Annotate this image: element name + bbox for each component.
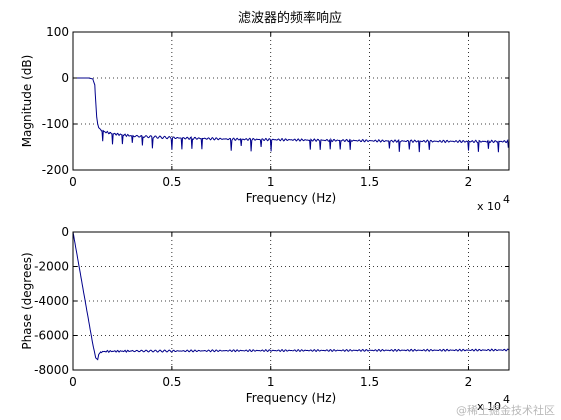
y-axis-label: Magnitude (dB) <box>20 55 34 148</box>
x-tick-label: 0 <box>69 375 77 389</box>
y-tick-label: 100 <box>46 25 69 39</box>
phase-axes: 0 0.5 1 1.5 2 0 -2000 -4000 -6000 -8000 Frequency … <box>20 225 510 413</box>
y-tick-label: -2000 <box>34 260 69 274</box>
y-tick-label: -6000 <box>34 329 69 343</box>
x-tick-label: 1 <box>267 375 275 389</box>
x-axis-multiplier-exponent: 4 <box>503 393 510 406</box>
series-line <box>73 77 510 153</box>
watermark: @稀土掘金技术社区 <box>456 404 555 417</box>
magnitude-axes: 0 0.5 1 1.5 2 100 0 -100 -200 Frequency (Hz) Magni… <box>20 25 510 213</box>
x-tick-label: 1.5 <box>360 175 379 189</box>
x-axis-multiplier-exponent: 4 <box>503 193 510 206</box>
x-axis-multiplier: x 10 <box>477 200 501 213</box>
series-line <box>72 231 510 361</box>
y-axis-label: Phase (degrees) <box>20 252 34 349</box>
y-tick-label: 0 <box>61 225 69 239</box>
y-tick-label: -200 <box>42 163 69 177</box>
axes-frame <box>72 31 510 171</box>
y-tick-label: -100 <box>42 117 69 131</box>
chart-title: 滤波器的频率响应 <box>238 10 342 26</box>
x-tick-label: 1.5 <box>360 375 379 389</box>
x-tick-label: 2 <box>465 375 473 389</box>
y-tick-label: 0 <box>61 71 69 85</box>
x-tick-label: 2 <box>465 175 473 189</box>
x-tick-label: 0.5 <box>162 375 181 389</box>
plot-area <box>73 32 509 170</box>
x-axis-label: Frequency (Hz) <box>246 191 337 205</box>
y-tick-label: -4000 <box>34 294 69 308</box>
x-tick-label: 1 <box>267 175 275 189</box>
y-tick-label: -8000 <box>34 363 69 377</box>
x-tick-label: 0.5 <box>162 175 181 189</box>
x-tick-label: 0 <box>69 175 77 189</box>
x-axis-multiplier: x 10 <box>477 400 501 413</box>
x-axis-label: Frequency (Hz) <box>246 391 337 405</box>
